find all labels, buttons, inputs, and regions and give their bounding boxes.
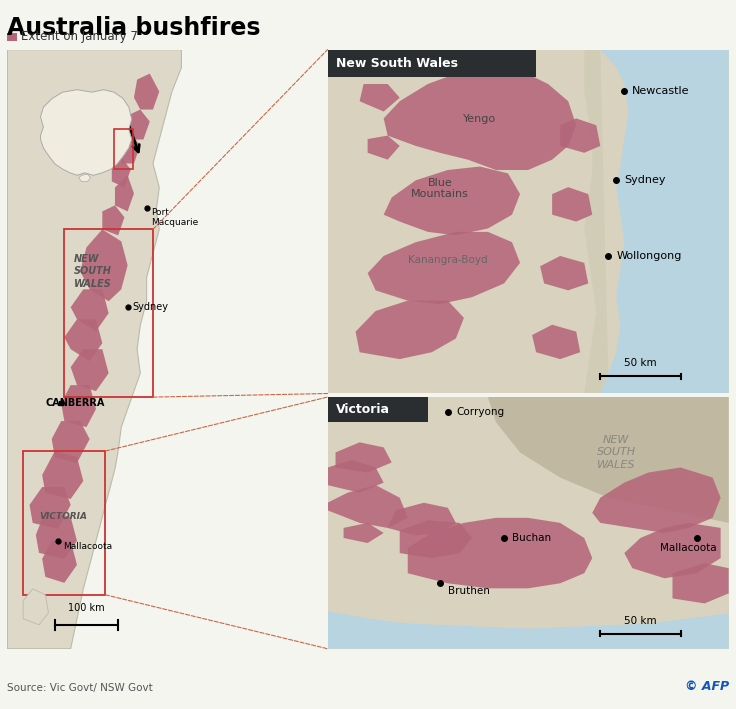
Polygon shape	[488, 397, 729, 523]
Text: Mallacoota: Mallacoota	[660, 543, 717, 553]
Text: Australia bushfires: Australia bushfires	[7, 16, 261, 40]
Polygon shape	[336, 442, 392, 473]
Polygon shape	[102, 206, 124, 235]
Polygon shape	[64, 319, 102, 361]
Polygon shape	[344, 523, 383, 543]
Text: Extent on January 7: Extent on January 7	[21, 30, 138, 43]
Text: Source: Vic Govt/ NSW Govt: Source: Vic Govt/ NSW Govt	[7, 683, 153, 693]
Polygon shape	[52, 421, 90, 463]
Bar	[23, 451, 105, 595]
Polygon shape	[388, 503, 456, 535]
Text: Corryong: Corryong	[456, 407, 504, 417]
Polygon shape	[328, 50, 729, 393]
Polygon shape	[29, 487, 71, 529]
Bar	[328, 397, 428, 423]
Polygon shape	[328, 485, 408, 528]
Polygon shape	[368, 232, 520, 304]
Text: 100 km: 100 km	[68, 603, 105, 613]
Text: Mallacoota: Mallacoota	[63, 542, 112, 552]
Text: Buchan: Buchan	[512, 533, 551, 543]
Text: Victoria: Victoria	[336, 403, 389, 416]
Polygon shape	[23, 588, 49, 625]
Polygon shape	[552, 187, 592, 221]
Polygon shape	[71, 289, 109, 331]
Polygon shape	[540, 256, 588, 291]
Polygon shape	[328, 460, 383, 493]
Polygon shape	[560, 118, 601, 153]
Text: Port
Macquarie: Port Macquarie	[152, 208, 199, 227]
Text: Kanangra-Boyd: Kanangra-Boyd	[408, 255, 487, 265]
Text: 50 km: 50 km	[624, 358, 657, 368]
Polygon shape	[79, 174, 91, 182]
Polygon shape	[368, 135, 400, 160]
Bar	[64, 230, 153, 397]
Polygon shape	[71, 350, 109, 391]
Polygon shape	[532, 325, 580, 359]
Polygon shape	[673, 563, 729, 603]
Polygon shape	[42, 451, 83, 499]
Text: Wollongong: Wollongong	[616, 251, 682, 261]
Text: 50 km: 50 km	[624, 616, 657, 626]
Polygon shape	[36, 511, 77, 559]
Text: Yengo: Yengo	[464, 114, 497, 124]
Text: Sydney: Sydney	[624, 175, 666, 185]
Polygon shape	[7, 50, 181, 649]
Text: Bruthen: Bruthen	[447, 586, 489, 596]
Polygon shape	[134, 74, 159, 109]
Polygon shape	[408, 518, 592, 588]
Polygon shape	[328, 611, 729, 649]
Polygon shape	[42, 541, 77, 583]
Text: Sydney: Sydney	[132, 302, 169, 312]
Polygon shape	[328, 397, 729, 649]
Text: © AFP: © AFP	[684, 681, 729, 693]
Polygon shape	[400, 520, 472, 558]
Bar	[114, 130, 133, 169]
Text: NEW
SOUTH
WALES: NEW SOUTH WALES	[74, 254, 112, 289]
Polygon shape	[383, 67, 576, 170]
Polygon shape	[121, 133, 141, 164]
Polygon shape	[127, 109, 150, 140]
Polygon shape	[80, 230, 127, 301]
Text: Newcastle: Newcastle	[632, 86, 690, 96]
Polygon shape	[584, 50, 609, 393]
Polygon shape	[601, 50, 729, 393]
Text: New South Wales: New South Wales	[336, 57, 458, 70]
Polygon shape	[355, 301, 464, 359]
Polygon shape	[40, 89, 132, 175]
Bar	[328, 50, 536, 77]
Polygon shape	[115, 175, 134, 211]
Text: Blue
Mountains: Blue Mountains	[411, 178, 469, 199]
Polygon shape	[592, 467, 721, 533]
Text: CANBERRA: CANBERRA	[46, 398, 105, 408]
Text: VICTORIA: VICTORIA	[39, 513, 87, 521]
Polygon shape	[112, 157, 131, 187]
Polygon shape	[61, 385, 96, 427]
Text: NEW
SOUTH
WALES: NEW SOUTH WALES	[597, 435, 636, 470]
Polygon shape	[624, 523, 721, 579]
Polygon shape	[383, 167, 520, 235]
Polygon shape	[360, 84, 400, 111]
